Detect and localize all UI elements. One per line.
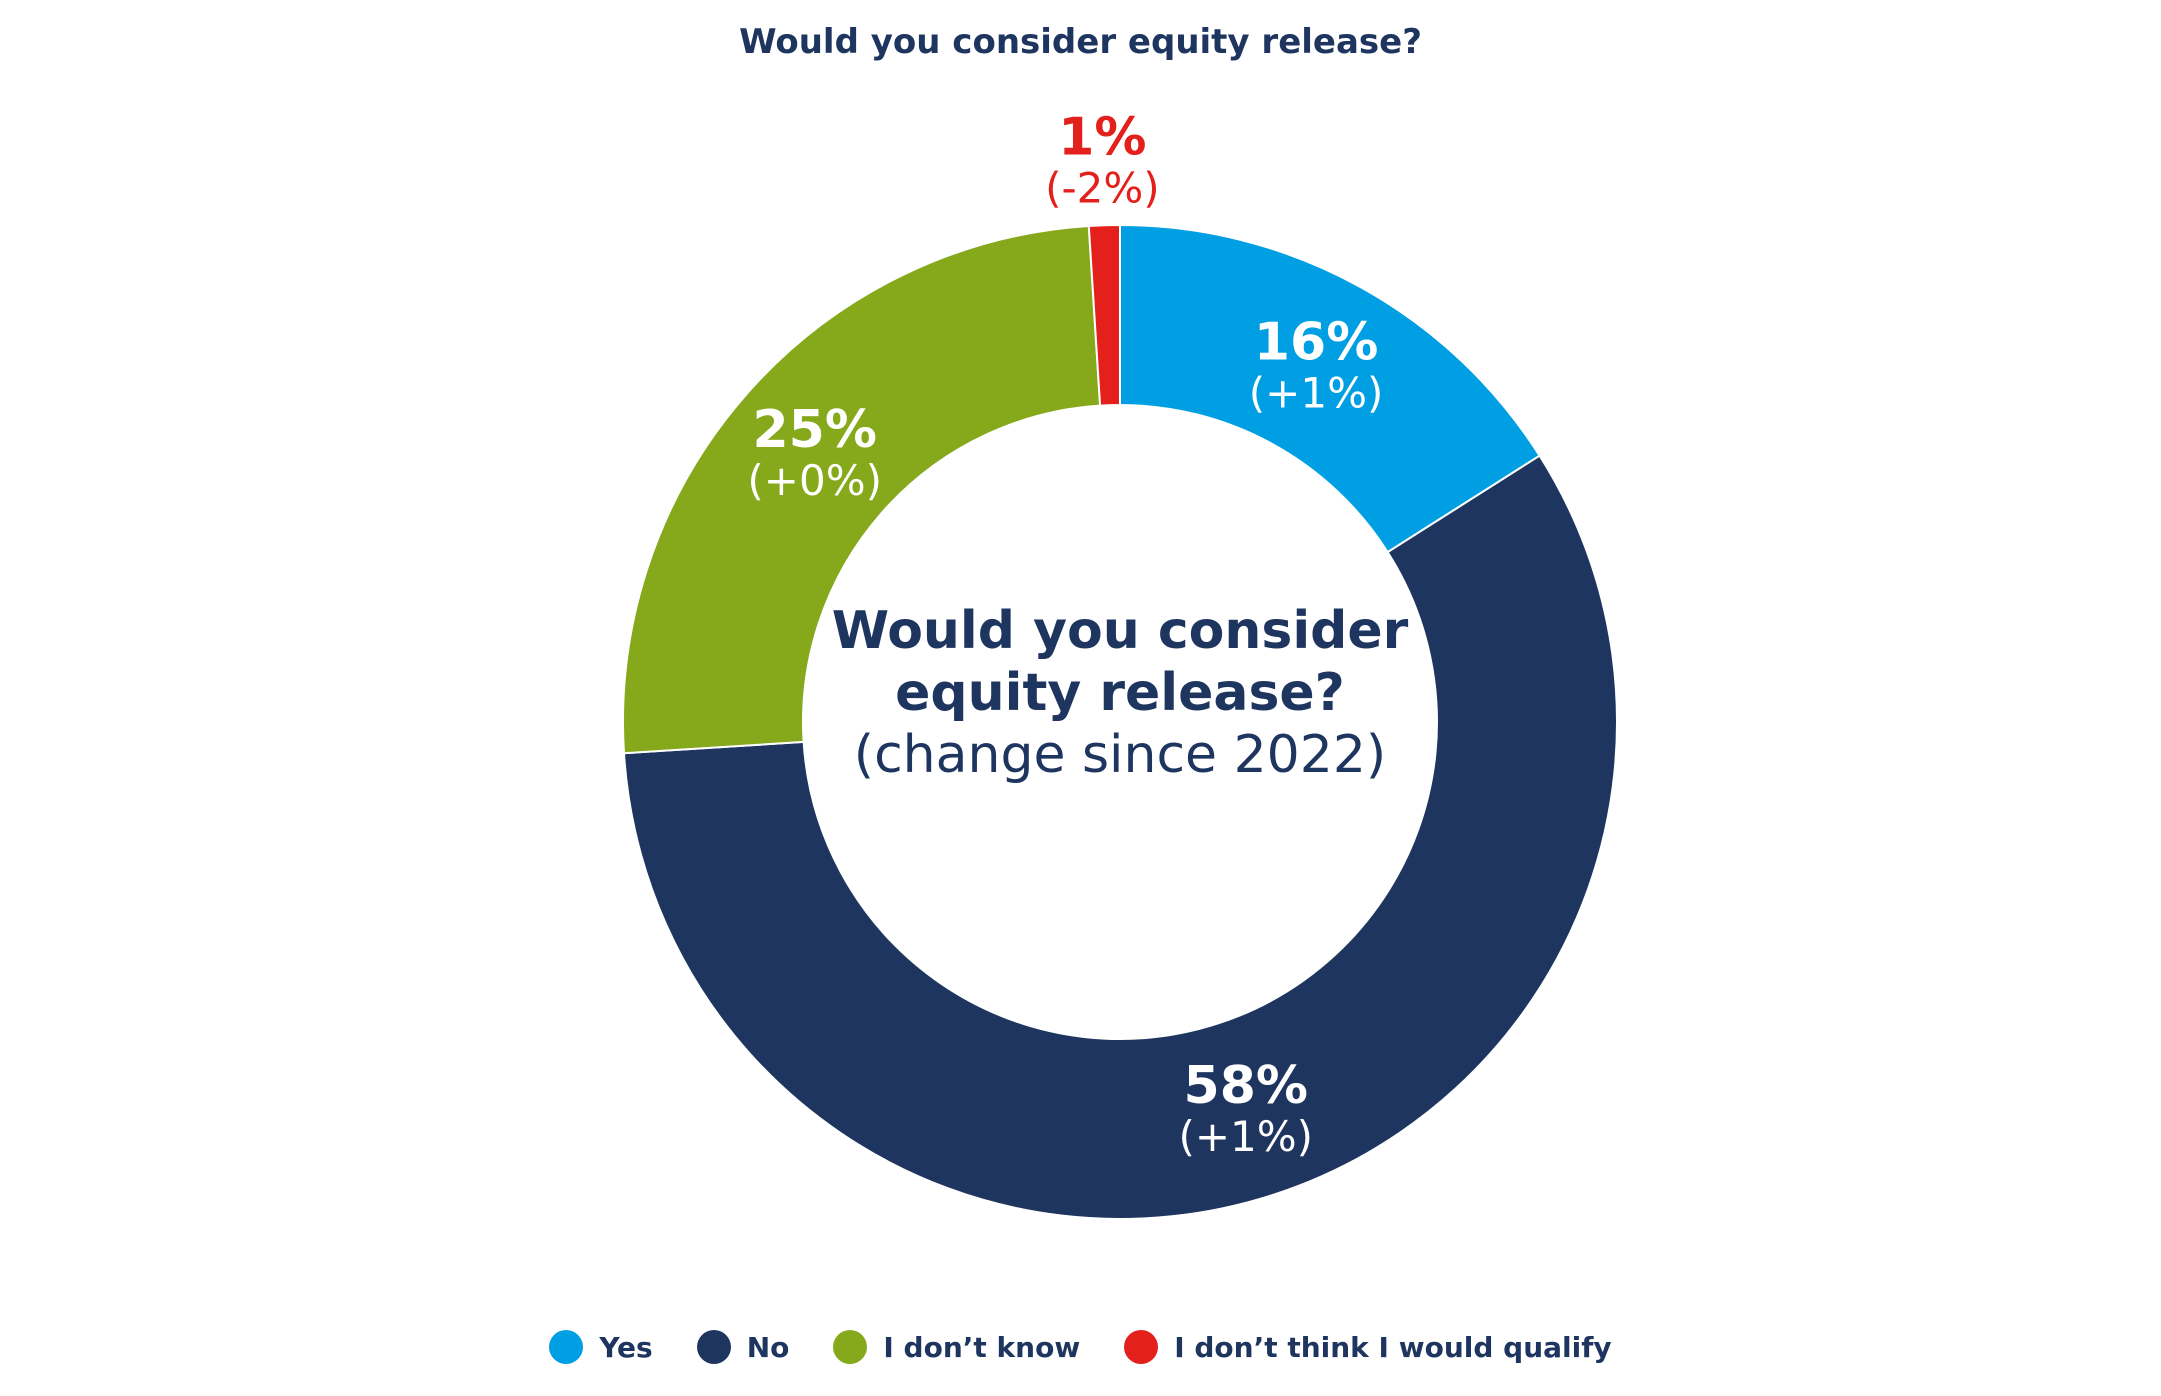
legend-item-no: No [696, 1330, 790, 1364]
slice-value-label: 1% [1058, 107, 1146, 167]
legend-label-dont-know: I don’t know [883, 1330, 1081, 1364]
slice-change-label: (+0%) [747, 456, 882, 505]
legend-label-wont-qualify: I don’t think I would qualify [1174, 1330, 1612, 1364]
chart-title: Would you consider equity release? [739, 22, 1422, 62]
legend-item-wont-qualify: I don’t think I would qualify [1124, 1330, 1612, 1364]
legend-item-dont-know: I don’t know [833, 1330, 1080, 1364]
legend-swatch-yes [549, 1330, 584, 1364]
slice-change-label: (+1%) [1178, 1112, 1313, 1161]
slice-i-don-t-know [622, 224, 1102, 755]
center-label-line2: equity release? [895, 663, 1345, 723]
slice-i-don-t-think-i-would-qualify [1087, 223, 1121, 407]
slice-value-label: 58% [1184, 1056, 1308, 1116]
slice-value-label: 16% [1254, 312, 1378, 372]
legend-item-yes: Yes [549, 1330, 653, 1364]
legend-swatch-wont-qualify [1124, 1330, 1159, 1364]
legend: Yes No I don’t know I don’t think I woul… [0, 1330, 2161, 1364]
slice-value-label: 25% [752, 400, 876, 460]
center-label-line1: Would you consider [831, 601, 1409, 661]
legend-swatch-no [696, 1330, 731, 1364]
center-label: Would you consider equity release? (chan… [780, 600, 1460, 786]
slice-yes [1119, 223, 1542, 554]
legend-swatch-dont-know [833, 1330, 868, 1364]
legend-label-yes: Yes [599, 1330, 653, 1364]
center-label-line3: (change since 2022) [853, 725, 1387, 785]
slice-no [622, 454, 1618, 1220]
slice-change-label: (-2%) [1045, 163, 1160, 212]
legend-label-no: No [746, 1330, 790, 1364]
slice-change-label: (+1%) [1249, 368, 1384, 417]
